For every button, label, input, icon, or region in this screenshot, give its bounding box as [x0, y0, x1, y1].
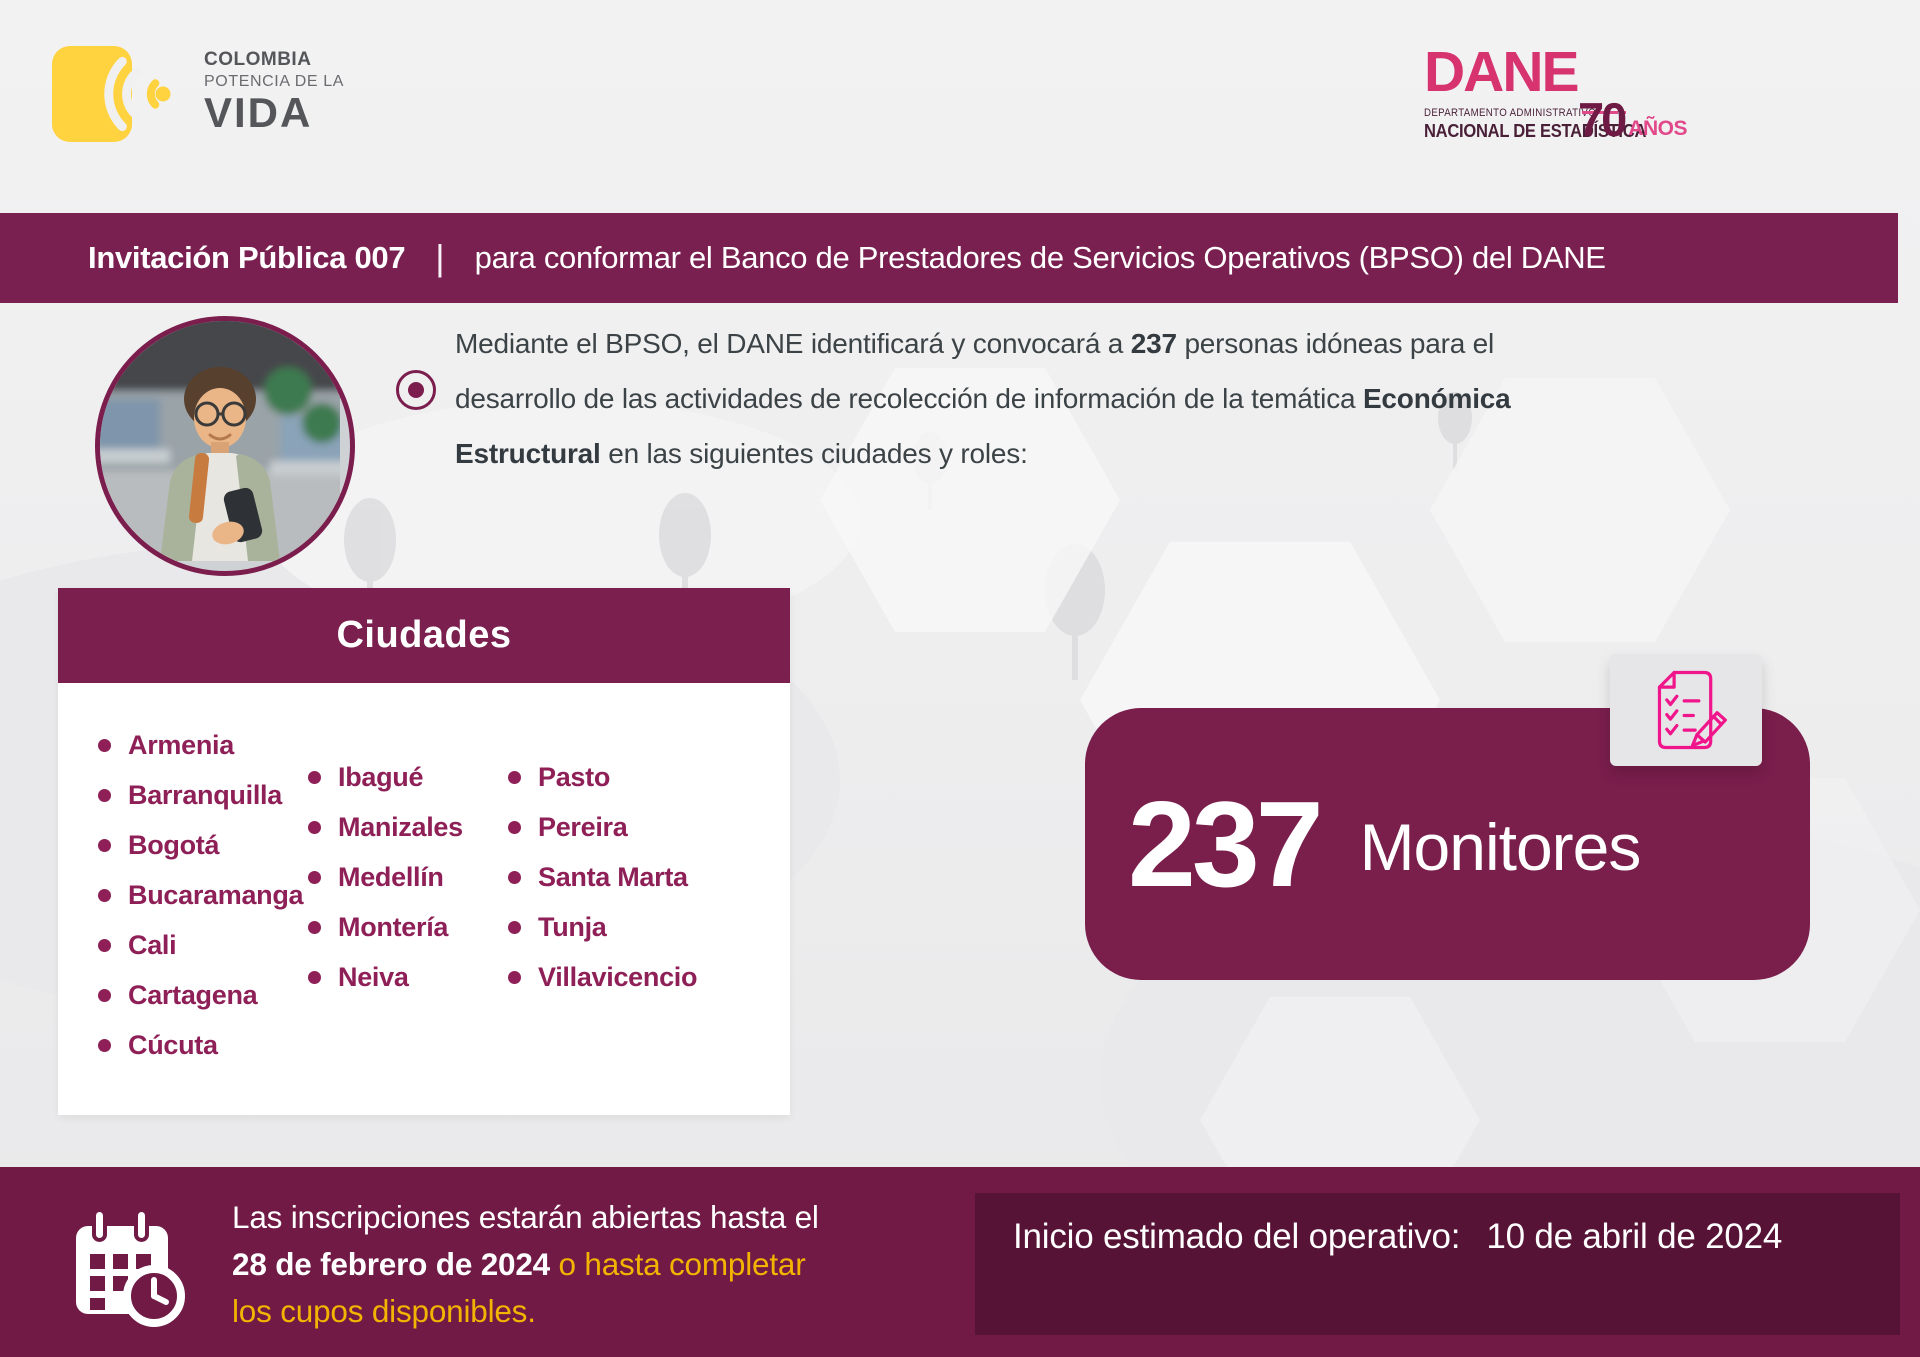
intro-text-1: Mediante el BPSO, el DANE identificará y…: [455, 328, 1131, 359]
monitors-icon-badge: [1610, 654, 1762, 766]
city-item: Santa Marta: [508, 852, 697, 902]
dane-anniversary-number: 70: [1578, 93, 1627, 146]
calendar-clock-icon: [76, 1208, 185, 1327]
registration-date: 28 de febrero de 2024: [232, 1246, 550, 1282]
city-item: Bogotá: [98, 820, 303, 870]
city-item: Pasto: [508, 752, 697, 802]
city-item: Montería: [308, 902, 463, 952]
registration-text: Las inscripciones estarán abiertas hasta…: [232, 1194, 819, 1335]
city-item: Cúcuta: [98, 1020, 303, 1070]
dane-logo-rule: [1582, 111, 1626, 114]
city-item: Villavicencio: [508, 952, 698, 1002]
person-photo-illustration: [100, 321, 350, 571]
city-item: Tunja: [508, 902, 697, 952]
dane-logo: DANE DEPARTAMENTO ADMINISTRATIVO NACIONA…: [1424, 40, 1687, 144]
title-banner: Invitación Pública 007 | para conformar …: [0, 213, 1898, 303]
banner-divider: |: [435, 237, 445, 278]
monitors-role: Monitores: [1359, 810, 1642, 884]
colombia-logo-text: COLOMBIA POTENCIA DE LA VIDA: [204, 44, 344, 144]
registration-highlight-2: los cupos disponibles.: [232, 1293, 536, 1329]
city-item: Manizales: [308, 802, 463, 852]
cities-column-1: Armenia Barranquilla Bogotá Bucaramanga Cali…: [98, 720, 304, 1070]
city-item: Neiva: [308, 952, 463, 1002]
operation-start-box: Inicio estimado del operativo: 10 de abri…: [975, 1193, 1900, 1335]
dane-anniversary: 70 AÑOS: [1578, 96, 1687, 143]
cities-column-2: Ibagué Manizales Medellín Montería Neiva: [308, 752, 463, 1002]
registration-highlight-1: o hasta completar: [549, 1246, 806, 1282]
city-item: Armenia: [98, 720, 303, 770]
city-item: Cali: [98, 920, 303, 970]
colombia-logo-line1: COLOMBIA: [204, 49, 312, 70]
city-item: Pereira: [508, 802, 697, 852]
checklist-pencil-icon: [1657, 670, 1727, 750]
monitors-count: 237: [1128, 776, 1324, 912]
registration-line-1: Las inscripciones estarán abiertas hasta…: [232, 1199, 819, 1235]
city-item: Bucaramanga: [98, 870, 304, 920]
dane-anniversary-word: AÑOS: [1628, 117, 1687, 140]
colombia-logo-line2: POTENCIA DE LA: [204, 73, 344, 90]
colombia-logo-line3: VIDA: [204, 89, 313, 136]
city-item: Cartagena: [98, 970, 303, 1020]
colombia-logo: COLOMBIA POTENCIA DE LA VIDA: [50, 44, 344, 144]
colombia-radial-icon: [52, 46, 171, 142]
dane-sub-line1: DEPARTAMENTO ADMINISTRATIVO: [1424, 107, 1597, 119]
intro-text-3: en las siguientes ciudades y roles:: [600, 438, 1028, 469]
monitors-text: 237 Monitores: [1128, 708, 1642, 980]
intro-count-bold: 237: [1130, 328, 1177, 359]
operation-start-label: Inicio estimado del operativo:: [1013, 1217, 1461, 1256]
person-photo: [95, 316, 355, 576]
city-item: Barranquilla: [98, 770, 303, 820]
banner-rest: para conformar el Banco de Prestadores d…: [474, 240, 1606, 275]
dane-wordmark: DANE: [1424, 40, 1580, 104]
cities-column-3: Pasto Pereira Santa Marta Tunja Villavicenci…: [508, 752, 698, 1002]
city-item: Medellín: [308, 852, 463, 902]
target-bullet-icon: [396, 370, 436, 410]
city-item: Ibagué: [308, 752, 463, 802]
banner-lead: Invitación Pública 007: [88, 240, 406, 275]
intro-paragraph: Mediante el BPSO, el DANE identificará y…: [455, 316, 1585, 481]
cities-card-title: Ciudades: [58, 588, 790, 683]
operation-start-value: 10 de abril de 2024: [1486, 1217, 1783, 1256]
dane-sub-line2: NACIONAL DE ESTADÍSTICA: [1424, 121, 1647, 141]
